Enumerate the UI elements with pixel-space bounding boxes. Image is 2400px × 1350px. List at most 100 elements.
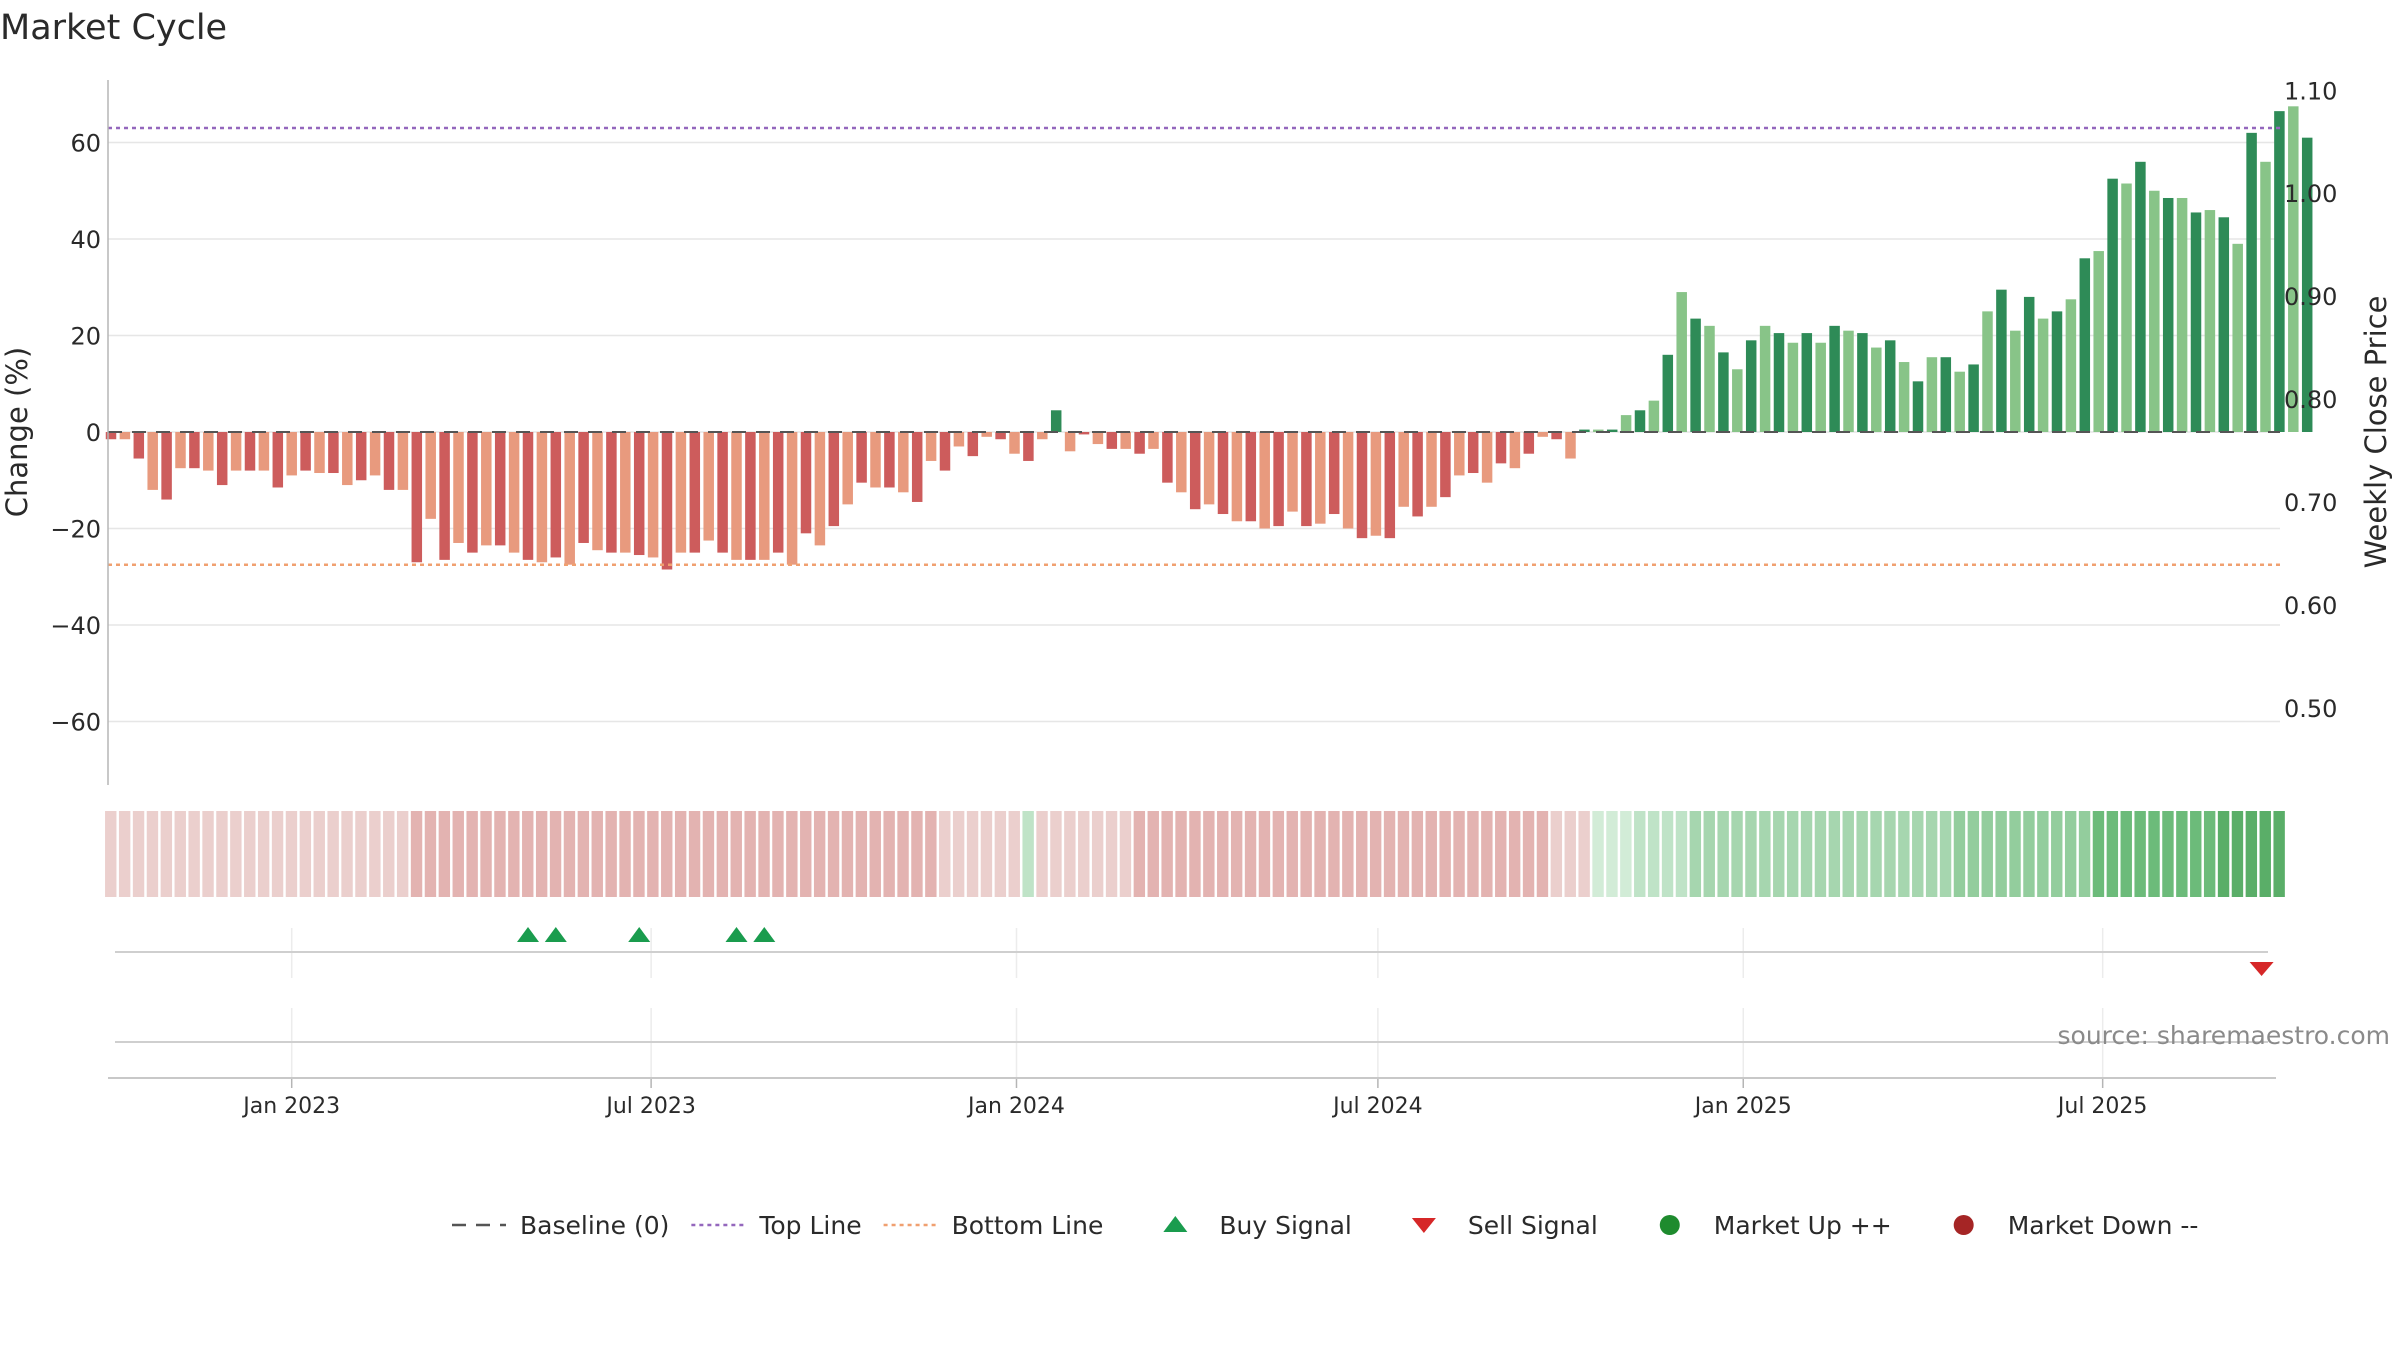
band-cell bbox=[494, 811, 506, 897]
band-cell bbox=[1286, 811, 1298, 897]
legend-market-down-icon bbox=[1953, 1215, 1974, 1235]
change-bar bbox=[1940, 357, 1952, 432]
band-cell bbox=[1912, 811, 1924, 897]
band-cell bbox=[1675, 811, 1688, 897]
change-bar bbox=[856, 432, 867, 483]
change-bar bbox=[1120, 432, 1131, 449]
band-cell bbox=[1495, 811, 1507, 897]
band-cell bbox=[355, 811, 367, 897]
buy-signal-marker bbox=[725, 927, 748, 942]
change-bar bbox=[230, 432, 242, 471]
band-cell bbox=[1620, 811, 1632, 897]
band-cell bbox=[813, 811, 826, 897]
band-cell bbox=[1773, 811, 1785, 897]
change-bar bbox=[494, 432, 506, 546]
band-cell bbox=[1800, 811, 1813, 897]
change-bar bbox=[1759, 325, 1771, 432]
change-bar bbox=[1537, 432, 1548, 437]
band-cell bbox=[2190, 811, 2202, 897]
change-bar bbox=[1787, 342, 1799, 432]
band-cell bbox=[1745, 811, 1757, 897]
change-bar bbox=[1426, 432, 1437, 507]
band-cell bbox=[2162, 811, 2174, 897]
band-cell bbox=[661, 811, 673, 897]
band-cell bbox=[410, 811, 423, 897]
change-bar bbox=[1579, 429, 1590, 432]
band-cell bbox=[772, 811, 784, 897]
band-cell bbox=[841, 811, 854, 897]
change-bar bbox=[2065, 299, 2077, 432]
band-cell bbox=[800, 811, 812, 897]
band-cell bbox=[744, 811, 756, 897]
change-bar bbox=[508, 432, 520, 553]
change-bar bbox=[898, 432, 909, 493]
legend-buy-icon bbox=[1163, 1216, 1188, 1232]
source-label: source: sharemaestro.com bbox=[2058, 1021, 2391, 1050]
change-bar bbox=[1092, 432, 1104, 445]
change-bar bbox=[133, 432, 145, 459]
change-bar bbox=[911, 432, 923, 502]
change-bar bbox=[2023, 296, 2035, 432]
band-cell bbox=[883, 811, 895, 897]
change-bar bbox=[2176, 197, 2188, 432]
band-cell bbox=[508, 811, 520, 897]
change-bar bbox=[1704, 325, 1715, 432]
band-cell bbox=[438, 811, 451, 897]
change-bar bbox=[925, 432, 937, 461]
change-bar bbox=[1523, 432, 1535, 454]
band-cell bbox=[1481, 811, 1493, 897]
band-cell bbox=[1884, 811, 1896, 897]
band-cell bbox=[383, 811, 395, 897]
band-cell bbox=[1759, 811, 1771, 897]
change-bar bbox=[522, 432, 534, 560]
change-bar bbox=[1148, 432, 1159, 449]
change-bar bbox=[1871, 347, 1882, 432]
change-bar bbox=[1662, 354, 1674, 432]
change-bar bbox=[939, 432, 951, 471]
change-bar bbox=[1857, 333, 1868, 432]
change-bar bbox=[2037, 318, 2049, 432]
indicator-band bbox=[105, 811, 2285, 897]
band-cell bbox=[1508, 811, 1521, 897]
band-cell bbox=[1244, 811, 1257, 897]
change-bar bbox=[550, 432, 562, 558]
change-bar bbox=[1370, 432, 1382, 536]
change-bar bbox=[1634, 410, 1646, 432]
legend-label: Bottom Line bbox=[952, 1211, 1104, 1240]
change-bar bbox=[731, 432, 742, 560]
band-cell bbox=[1064, 811, 1076, 897]
band-cell bbox=[1606, 811, 1618, 897]
change-bar bbox=[1745, 340, 1757, 432]
band-cell bbox=[1217, 811, 1229, 897]
y-tick-label: −20 bbox=[50, 516, 101, 544]
change-bar bbox=[189, 432, 200, 469]
band-cell bbox=[257, 811, 270, 897]
change-bar bbox=[2218, 217, 2230, 432]
band-cell bbox=[980, 811, 993, 897]
change-bar bbox=[564, 432, 575, 565]
band-cell bbox=[1522, 811, 1535, 897]
band-cell bbox=[1356, 811, 1368, 897]
change-bar bbox=[1050, 410, 1062, 432]
band-cell bbox=[2217, 811, 2230, 897]
legend: Baseline (0) Top Line Bottom Line Buy Signa… bbox=[452, 1211, 2198, 1240]
change-bar bbox=[1801, 333, 1813, 432]
band-cell bbox=[2037, 811, 2049, 897]
change-bar bbox=[2190, 212, 2202, 432]
legend-label: Top Line bbox=[758, 1211, 861, 1240]
band-cell bbox=[2009, 811, 2021, 897]
change-bar bbox=[842, 432, 853, 505]
change-bar bbox=[1912, 381, 1924, 432]
change-bar bbox=[800, 432, 812, 534]
y2-tick-label: 0.50 bbox=[2284, 695, 2337, 723]
change-bar bbox=[286, 432, 297, 476]
band-cell bbox=[327, 811, 339, 897]
band-cell bbox=[396, 811, 409, 897]
band-cell bbox=[730, 811, 742, 897]
band-cell bbox=[577, 811, 590, 897]
legend-label: Market Up ++ bbox=[1714, 1211, 1892, 1240]
change-bar bbox=[314, 432, 325, 474]
change-bar bbox=[1384, 432, 1396, 539]
band-cell bbox=[2203, 811, 2216, 897]
change-bar bbox=[1593, 429, 1604, 432]
